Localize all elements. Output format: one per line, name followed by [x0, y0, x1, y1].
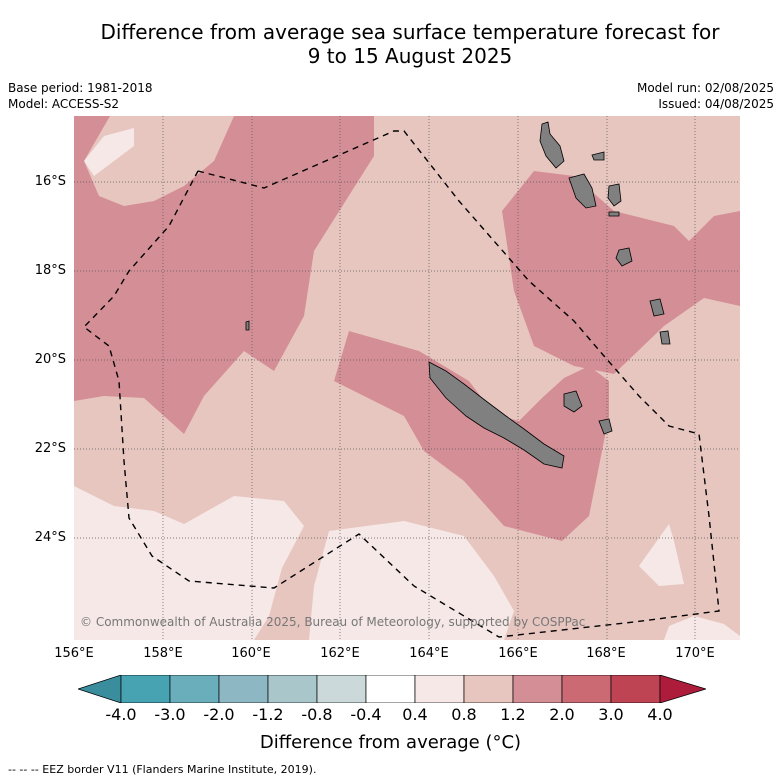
anomaly-region-low-centre [309, 521, 514, 640]
map-title-line-1: Difference from average sea surface temp… [100, 20, 720, 44]
small-island-2 [591, 151, 605, 161]
model-name: Model: ACCESS-S2 [8, 97, 120, 111]
model-run: Model run: 02/08/2025 [636, 81, 774, 95]
lon-label-158e: 158°E [143, 646, 183, 661]
anomaly-region-low-south [74, 486, 304, 640]
colorbar-swatch-9 [512, 675, 563, 703]
lon-label-170e: 170°E [675, 646, 715, 661]
anomaly-region-high-centre [334, 331, 609, 541]
lat-label-16s: 16°S [34, 174, 66, 189]
colorbar-swatch-6 [365, 675, 416, 703]
colorbar-label-10: 2.0 [549, 705, 575, 724]
loyalty-island-2 [598, 418, 613, 435]
map-title-line-2: 9 to 15 August 2025 [307, 44, 513, 68]
anomaly-region-low-northwest [84, 128, 134, 176]
lon-label-160e: 160°E [231, 646, 271, 661]
vanuatu-island-2 [568, 173, 597, 209]
colorbar-label-4: -1.2 [252, 705, 284, 724]
vanuatu-island-4 [615, 247, 633, 267]
lat-label-22s: 22°S [34, 441, 66, 456]
colorbar-swatch-8 [463, 675, 514, 703]
colorbar-swatch-11 [610, 675, 661, 703]
colorbar-label-2: -3.0 [154, 705, 186, 724]
colorbar-label-9: 1.2 [500, 705, 526, 724]
vanuatu-island-3 [607, 183, 622, 207]
small-island-1 [245, 320, 250, 331]
colorbar-swatch-7 [414, 675, 465, 703]
colorbar-extend-low [78, 675, 122, 703]
lat-label-20s: 20°S [34, 352, 66, 367]
sst-anomaly-map: © Commonwealth of Australia 2025, Bureau… [74, 116, 740, 640]
colorbar-swatch-3 [218, 675, 269, 703]
lon-label-168e: 168°E [586, 646, 626, 661]
graticule [74, 116, 740, 640]
colorbar-label-7: 0.4 [402, 705, 428, 724]
lon-label-166e: 166°E [498, 646, 538, 661]
vanuatu-north-island [539, 121, 565, 169]
loyalty-island-1 [563, 390, 583, 413]
anomaly-region-high-northwest [74, 116, 374, 434]
anomaly-region-high-east [502, 171, 740, 374]
loyalty-island-3 [649, 298, 665, 317]
lon-label-164e: 164°E [409, 646, 449, 661]
colorbar-swatch-4 [267, 675, 318, 703]
colorbar-label-6: -0.4 [350, 705, 382, 724]
lat-label-18s: 18°S [34, 263, 66, 278]
anomaly-region-low-southeast [664, 616, 740, 640]
loyalty-island-4 [659, 330, 671, 345]
issued-date: Issued: 04/08/2025 [658, 97, 774, 111]
lon-label-162e: 162°E [320, 646, 360, 661]
colorbar [78, 675, 706, 703]
colorbar-extend-high [659, 675, 706, 703]
eez-legend: -- -- -- EEZ border V11 (Flanders Marine… [8, 763, 317, 776]
lon-label-156e: 156°E [54, 646, 94, 661]
base-period: Base period: 1981-2018 [8, 81, 153, 95]
colorbar-swatch-10 [561, 675, 612, 703]
small-island-3 [608, 211, 620, 217]
new-caledonia-island [428, 361, 565, 469]
colorbar-swatch-5 [316, 675, 367, 703]
colorbar-label-12: 4.0 [647, 705, 673, 724]
colorbar-label-3: -2.0 [203, 705, 235, 724]
land-masses [245, 121, 671, 469]
map-credit: © Commonwealth of Australia 2025, Bureau… [80, 615, 585, 629]
colorbar-label-1: -4.0 [105, 705, 137, 724]
colorbar-label-5: -0.8 [301, 705, 333, 724]
anomaly-region-low-east [639, 524, 684, 586]
colorbar-swatch-1 [120, 675, 171, 703]
colorbar-title: Difference from average (°C) [259, 732, 522, 753]
colorbar-swatch-2 [169, 675, 220, 703]
colorbar-label-8: 0.8 [451, 705, 477, 724]
eez-border [82, 130, 720, 638]
lat-label-24s: 24°S [34, 530, 66, 545]
colorbar-label-11: 3.0 [598, 705, 624, 724]
